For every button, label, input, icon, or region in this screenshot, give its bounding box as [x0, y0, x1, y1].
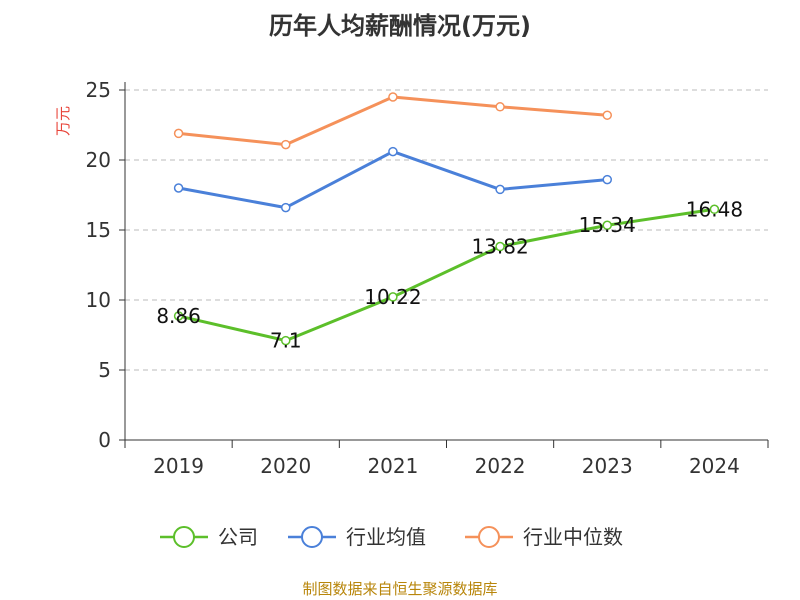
chart-title: 历年人均薪酬情况(万元) — [269, 12, 531, 40]
data-point — [281, 335, 291, 346]
data-point — [173, 128, 184, 139]
data-label: 16.48 — [686, 197, 743, 221]
data-point — [495, 102, 505, 112]
y-tick-label: 5 — [98, 358, 111, 382]
legend-swatch-marker — [478, 526, 500, 548]
data-point — [281, 202, 291, 213]
x-tick-label: 2019 — [153, 454, 204, 478]
legend-item: 行业均值 — [288, 525, 426, 549]
y-axis-label: 万元 — [54, 106, 72, 136]
legend-swatch-marker — [173, 526, 195, 548]
axes: 0 5 10 15 20 25 2019 2020 2021 2022 2023 2024 — [86, 78, 769, 478]
data-point — [388, 146, 398, 157]
y-tick-label: 25 — [86, 78, 111, 102]
legend-swatch-marker — [301, 526, 323, 548]
data-point — [388, 92, 398, 102]
legend-label: 行业均值 — [346, 525, 426, 549]
data-labels: 8.86 7.1 10.22 13.82 15.34 16.48 — [156, 197, 743, 352]
series — [173, 92, 720, 346]
data-point — [495, 241, 505, 252]
y-tick-label: 15 — [86, 218, 111, 242]
data-point — [602, 174, 612, 185]
x-tick-label: 2024 — [689, 454, 740, 478]
grid — [125, 89, 768, 371]
data-label: 7.1 — [270, 329, 302, 353]
data-point — [495, 184, 505, 195]
series-line — [178, 95, 608, 147]
data-label: 13.82 — [471, 235, 528, 259]
data-label: 10.22 — [364, 285, 421, 309]
legend-item: 行业中位数 — [465, 525, 623, 549]
data-point — [602, 110, 612, 120]
y-tick-label: 0 — [98, 428, 111, 452]
data-label: 8.86 — [156, 304, 201, 328]
y-tick-label: 20 — [86, 148, 111, 172]
y-tick-label: 10 — [86, 288, 111, 312]
data-point — [281, 139, 291, 150]
data-point — [173, 311, 184, 321]
source-note: 制图数据来自恒生聚源数据库 — [302, 580, 497, 598]
x-tick-label: 2020 — [260, 454, 311, 478]
x-tick-label: 2021 — [367, 454, 418, 478]
data-point — [173, 183, 184, 193]
legend-item: 公司 — [160, 525, 258, 549]
data-point — [388, 292, 398, 302]
data-point — [602, 220, 612, 230]
legend-label: 行业中位数 — [523, 525, 623, 549]
series-line — [178, 207, 715, 343]
data-label: 15.34 — [579, 213, 636, 237]
legend-label: 公司 — [218, 525, 258, 549]
legend: 公司 行业均值 行业中位数 — [160, 525, 623, 549]
x-tick-label: 2023 — [582, 454, 633, 478]
data-point — [709, 204, 720, 215]
x-tick-label: 2022 — [475, 454, 526, 478]
